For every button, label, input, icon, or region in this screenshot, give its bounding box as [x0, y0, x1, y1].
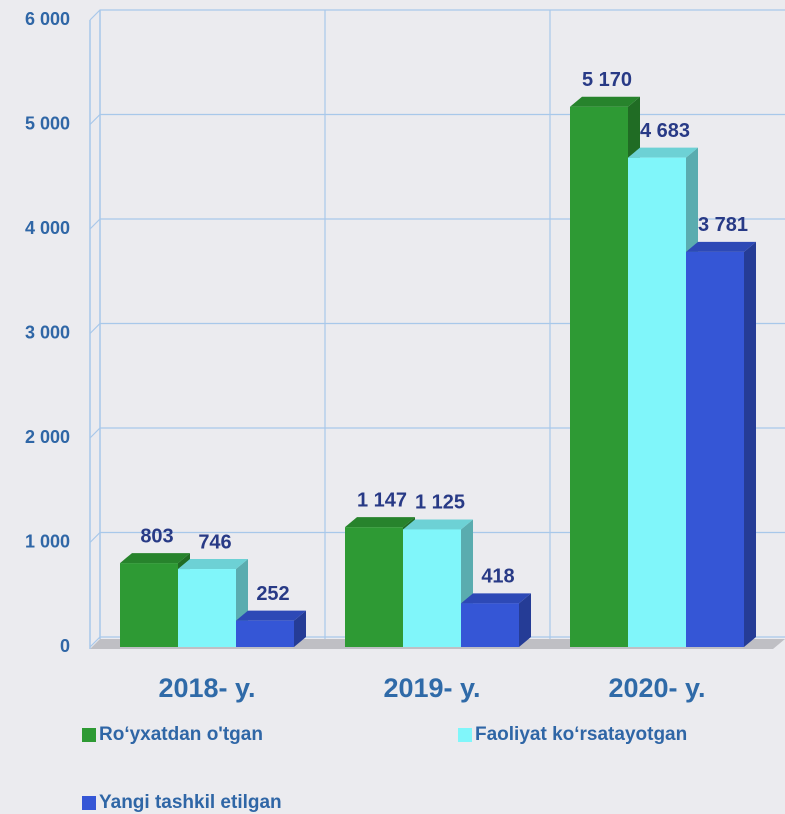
legend-swatch: [82, 796, 96, 810]
x-tick-label: 2020- y.: [608, 673, 705, 703]
bar-top: [461, 593, 531, 604]
value-label: 4 683: [640, 120, 690, 142]
bar: [120, 563, 178, 647]
grid-line: [89, 218, 785, 230]
y-tick-label: 3 000: [25, 322, 70, 342]
bar-top: [345, 517, 415, 528]
legend-swatch: [458, 728, 472, 742]
bar-side: [519, 593, 531, 647]
value-label: 5 170: [582, 69, 632, 91]
legend-label: Yangi tashkil etilgan: [99, 792, 282, 813]
bar: [236, 620, 294, 647]
y-tick-label: 6 000: [25, 9, 70, 29]
y-tick-label: 0: [60, 636, 70, 656]
y-tick-label: 5 000: [25, 113, 70, 133]
value-label: 252: [256, 583, 289, 605]
legend-label: Ro‘yxatdan o'tgan: [99, 724, 263, 745]
grid-line: [89, 427, 785, 439]
bar-top: [120, 553, 190, 564]
x-tick-label: 2019- y.: [383, 673, 480, 703]
bar-side: [744, 241, 756, 647]
bar-top: [403, 519, 473, 530]
bar-side: [294, 610, 306, 647]
y-tick-label: 4 000: [25, 218, 70, 238]
grid-line: [89, 322, 785, 334]
y-tick-label: 2 000: [25, 427, 70, 447]
value-label: 746: [198, 531, 231, 553]
grid-line: [89, 636, 785, 648]
bar: [628, 157, 686, 647]
value-label: 418: [481, 566, 514, 588]
bar: [345, 527, 403, 647]
value-label: 3 781: [698, 214, 748, 236]
legend-swatch: [82, 728, 96, 742]
value-label: 803: [140, 525, 173, 547]
grid-line: [89, 9, 785, 21]
bar: [461, 603, 519, 647]
bar-top: [686, 241, 756, 252]
x-tick-label: 2018- y.: [158, 673, 255, 703]
bar-top: [570, 96, 640, 107]
value-label: 1 147: [357, 489, 407, 511]
bar: [178, 569, 236, 647]
bar: [403, 529, 461, 647]
bar: [686, 251, 744, 647]
grid-line: [89, 531, 785, 543]
y-tick-label: 1 000: [25, 531, 70, 551]
value-label: 1 125: [415, 492, 465, 514]
grid-line: [89, 113, 785, 125]
legend-label: Faoliyat ko‘rsatayotgan: [475, 724, 687, 745]
bar: [570, 106, 628, 648]
bar-top: [628, 147, 698, 158]
bar-top: [178, 559, 248, 570]
bar-top: [236, 610, 306, 621]
